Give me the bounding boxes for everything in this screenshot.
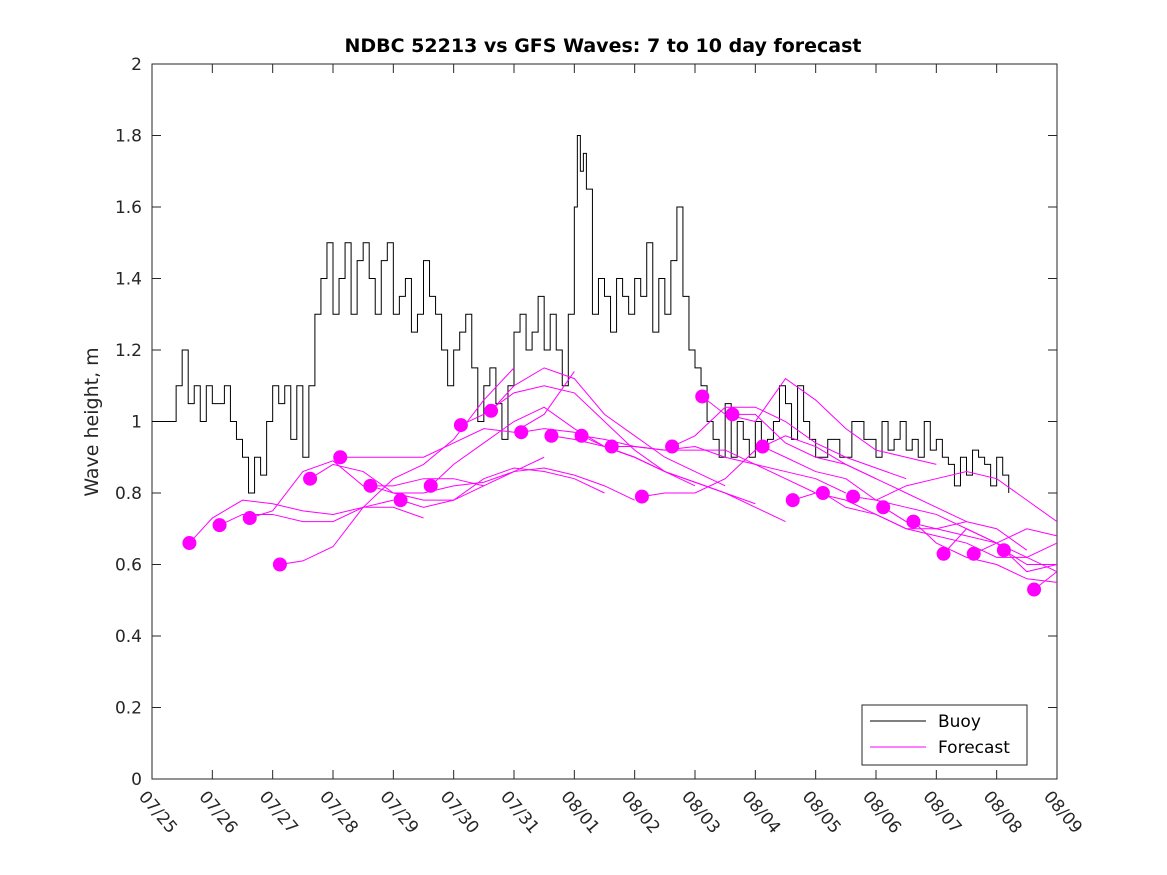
forecast-series-line — [400, 467, 635, 508]
forecast-marker — [303, 471, 318, 486]
legend-forecast-label: Forecast — [938, 738, 1010, 758]
forecast-series-line — [882, 506, 1058, 573]
x-tick-label: 07/31 — [496, 787, 543, 837]
forecast-marker — [1027, 582, 1042, 597]
buoy-series-line — [152, 135, 1010, 494]
forecast-marker — [212, 518, 227, 533]
forecast-series-line — [249, 460, 484, 519]
y-tick-label: 1.2 — [115, 341, 142, 361]
x-tick-label: 08/06 — [858, 787, 905, 837]
forecast-marker — [996, 543, 1011, 558]
forecast-marker — [665, 439, 680, 454]
forecast-series-line — [762, 446, 997, 544]
forecast-series-line — [1003, 549, 1057, 565]
x-tick-label: 08/02 — [617, 787, 664, 837]
y-tick-label: 0.6 — [115, 556, 142, 576]
forecast-marker — [936, 546, 951, 561]
forecast-marker — [815, 486, 830, 500]
forecast-marker — [725, 407, 740, 422]
forecast-series-line — [279, 367, 515, 565]
x-tick-label: 07/25 — [134, 787, 181, 837]
x-tick-label: 08/07 — [919, 787, 966, 837]
y-axis-label: Wave height, m — [81, 347, 103, 496]
forecast-marker — [695, 389, 710, 404]
forecast-marker — [574, 428, 589, 443]
legend-buoy-label: Buoy — [938, 712, 981, 732]
forecast-series-line — [490, 367, 726, 487]
forecast-marker — [393, 493, 408, 508]
y-tick-label: 1.8 — [115, 127, 142, 147]
forecast-marker — [544, 428, 559, 443]
forecast-marker — [242, 511, 257, 526]
x-tick-label: 08/03 — [677, 787, 724, 837]
legend: Buoy Forecast — [861, 704, 1028, 766]
forecast-series-line — [852, 471, 1058, 523]
legend-box — [861, 704, 1028, 766]
forecast-marker — [846, 489, 861, 504]
x-tick-label: 07/30 — [436, 787, 483, 837]
forecast-marker — [785, 493, 800, 508]
forecast-marker — [634, 489, 649, 504]
forecast-series-line — [641, 435, 877, 498]
forecast-series-line — [189, 499, 394, 544]
x-tick-label: 07/27 — [255, 787, 302, 837]
forecast-marker — [182, 536, 197, 551]
y-tick-label: 2 — [131, 55, 142, 75]
forecast-marker — [906, 514, 921, 529]
x-tick-label: 08/08 — [979, 787, 1026, 837]
x-tick-label: 07/26 — [195, 787, 242, 837]
forecast-marker — [755, 439, 770, 454]
forecast-marker — [272, 557, 287, 572]
forecast-marker — [484, 403, 499, 418]
forecast-marker — [604, 439, 619, 454]
y-tick-label: 0 — [131, 770, 142, 790]
x-tick-label: 08/04 — [738, 787, 785, 837]
y-tick-label: 1.6 — [115, 198, 142, 218]
forecast-series-line — [309, 456, 545, 494]
x-tick-label: 08/09 — [1039, 787, 1086, 837]
forecast-marker — [363, 478, 378, 493]
forecast-marker — [333, 450, 348, 465]
forecast-series-line — [822, 492, 1058, 573]
forecast-marker — [453, 418, 468, 433]
forecast-series-line — [732, 413, 967, 523]
forecast-series-line — [340, 371, 575, 458]
forecast-marker — [966, 546, 981, 561]
forecast-marker — [876, 500, 891, 515]
y-tick-label: 0.2 — [115, 699, 142, 719]
chart-title: NDBC 52213 vs GFS Waves: 7 to 10 day for… — [344, 35, 861, 57]
forecast-marker — [514, 425, 529, 440]
y-tick-label: 0.4 — [115, 627, 142, 647]
forecast-marker — [423, 478, 438, 493]
forecast-series-line — [671, 406, 907, 480]
forecast-series-line — [611, 446, 847, 494]
y-tick-label: 0.8 — [115, 484, 142, 504]
x-tick-label: 08/01 — [557, 787, 604, 837]
x-tick-label: 07/29 — [376, 787, 423, 837]
x-tick-label: 08/05 — [798, 787, 845, 837]
x-tick-label: 07/28 — [315, 787, 362, 837]
y-tick-label: 1.4 — [115, 270, 142, 290]
y-tick-label: 1 — [131, 413, 142, 433]
forecast-series-line — [913, 521, 1058, 583]
forecast-series-line — [973, 528, 1058, 555]
